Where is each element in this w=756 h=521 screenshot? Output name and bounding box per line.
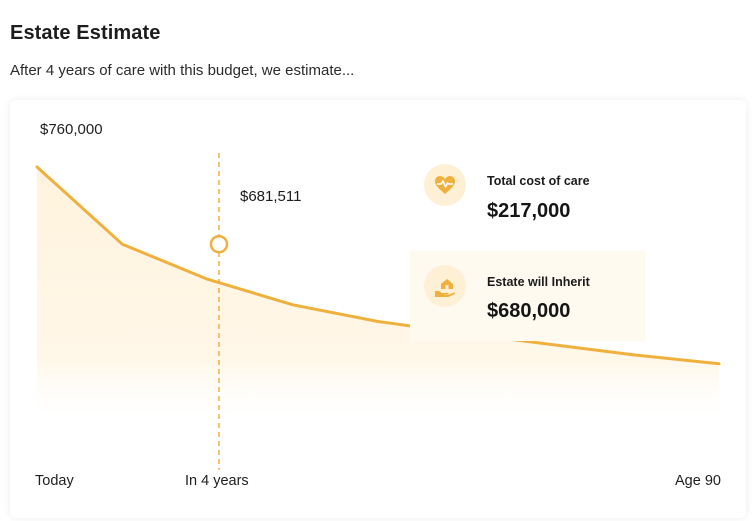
page-subtitle: After 4 years of care with this budget, … (10, 62, 355, 79)
chart-area-fill (37, 167, 719, 425)
heart-pulse-icon (424, 164, 466, 206)
total-cost-label: Total cost of care (487, 174, 590, 188)
estate-inherit-value: $680,000 (487, 300, 571, 322)
total-cost-value: $217,000 (487, 200, 571, 222)
estate-inherit-stat: Estate will Inherit $680,000 (410, 251, 645, 341)
total-cost-stat: Total cost of care $217,000 (410, 153, 645, 227)
x-tick-age-90: Age 90 (675, 473, 721, 489)
page-title: Estate Estimate (10, 22, 161, 44)
four-year-point[interactable] (209, 234, 229, 254)
hand-house-icon (424, 265, 466, 307)
x-tick-in-4-years: In 4 years (185, 473, 249, 489)
highlight-value-label: $681,511 (236, 186, 306, 210)
chart-series-line (35, 165, 721, 366)
estate-inherit-label: Estate will Inherit (487, 275, 590, 289)
y-axis-top-label: $760,000 (40, 121, 103, 138)
x-tick-today: Today (35, 473, 74, 489)
